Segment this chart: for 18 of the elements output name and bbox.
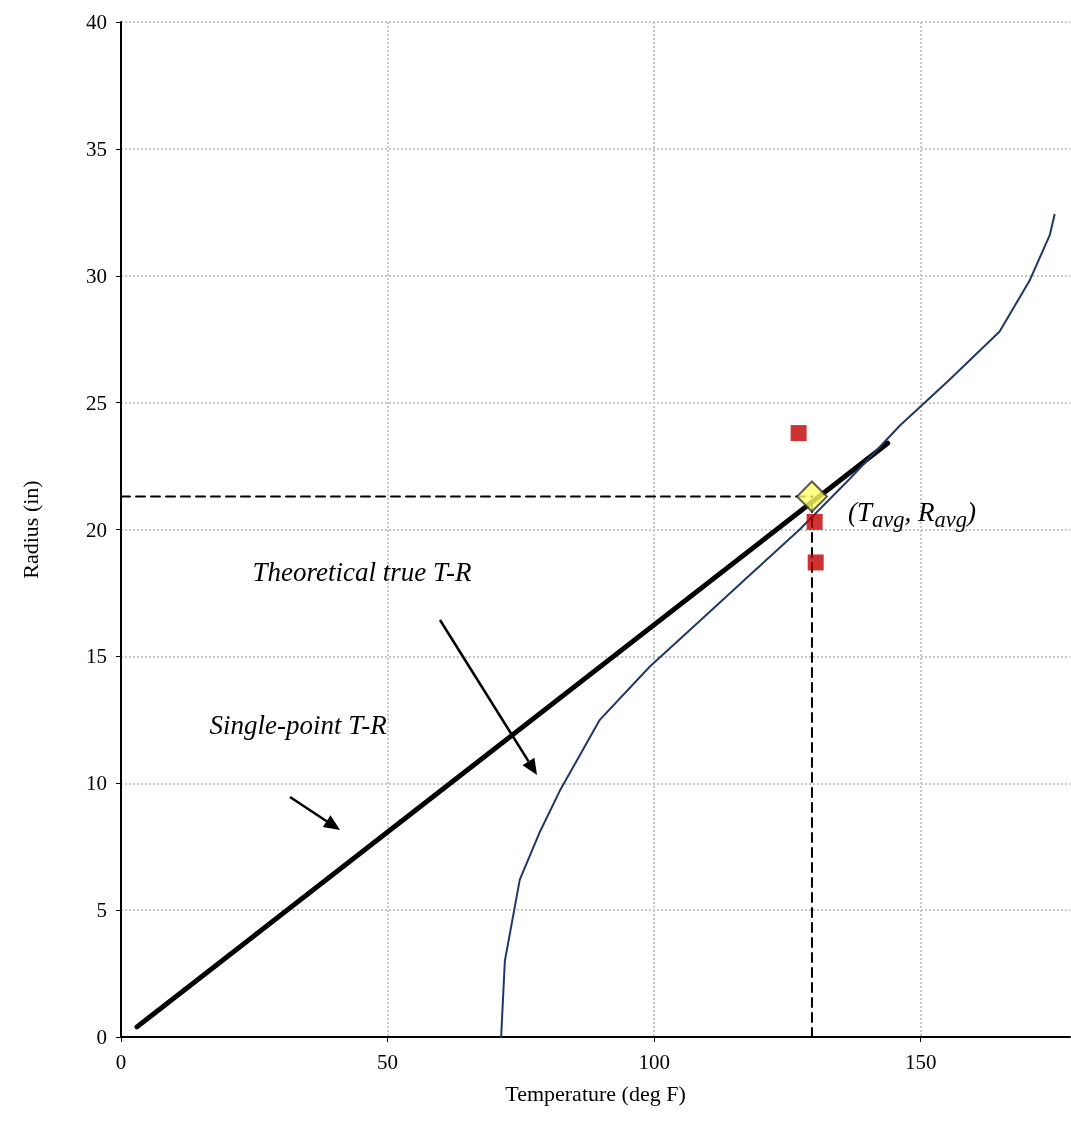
y-tick-label: 5: [96, 898, 107, 923]
x-tick-label: 150: [904, 1049, 937, 1074]
annotation: Single-point T-R: [209, 709, 387, 741]
y-axis-title: Radius (in): [17, 480, 43, 579]
x-tick-label: 100: [638, 1049, 670, 1074]
annotation: (T$_{avg}$, R$_{avg}$): [847, 496, 976, 533]
annotation: Theoretical true T-R: [252, 556, 472, 588]
x-axis-title: Temperature (deg F): [505, 1080, 686, 1106]
y-tick-label: 20: [86, 517, 107, 542]
y-tick-label: 15: [86, 644, 107, 669]
y-tick-label: 35: [86, 136, 107, 161]
y-tick-label: 0: [96, 1025, 107, 1049]
y-tick-label: 10: [86, 771, 107, 796]
x-tick-label: 50: [377, 1049, 399, 1074]
x-tick-label: 0: [115, 1049, 127, 1074]
y-tick-label: 30: [86, 263, 107, 288]
y-tick-label: 40: [86, 10, 107, 34]
y-tick-label: 25: [86, 390, 107, 415]
